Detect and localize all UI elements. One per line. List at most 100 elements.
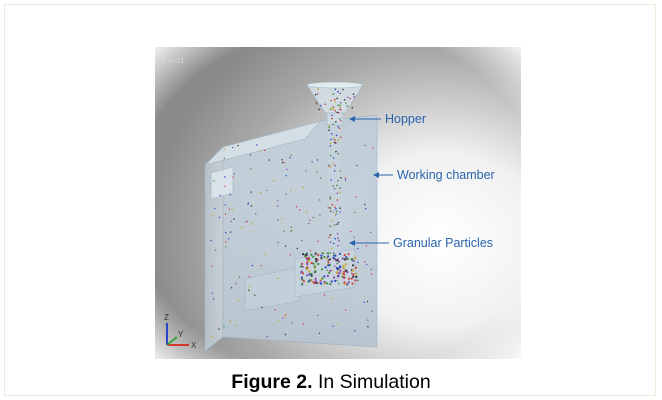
particle (281, 218, 283, 220)
particle (364, 203, 366, 206)
particle (355, 275, 358, 278)
particle (329, 142, 332, 145)
particle (340, 136, 342, 139)
particle (256, 144, 258, 146)
particle (261, 306, 263, 309)
particle (350, 277, 353, 280)
particle (224, 176, 226, 178)
particle (248, 289, 250, 291)
particle (350, 230, 352, 233)
particle (276, 200, 279, 202)
axis-y-label: Y (178, 330, 184, 339)
particle (285, 193, 287, 195)
particle (290, 231, 293, 233)
particle (343, 273, 346, 276)
particle (339, 92, 341, 95)
particle (345, 256, 348, 259)
particle (223, 316, 225, 318)
particle (365, 245, 368, 247)
particle (337, 274, 340, 277)
particle (365, 208, 367, 210)
particle (320, 257, 323, 260)
particle (339, 207, 341, 209)
particle (320, 278, 323, 281)
particle (300, 265, 303, 268)
particle (336, 192, 339, 194)
particle (310, 253, 313, 256)
particle (338, 239, 340, 242)
particle (309, 219, 311, 221)
particle (334, 214, 337, 217)
particle (339, 211, 341, 213)
particle (284, 333, 286, 336)
particle (331, 107, 333, 110)
particle (331, 220, 334, 222)
particle (211, 214, 213, 217)
particle (346, 271, 349, 274)
particle (329, 283, 332, 286)
particle (314, 252, 317, 255)
particle (290, 189, 292, 191)
particle (330, 247, 333, 249)
particle (231, 208, 233, 210)
particle (337, 237, 339, 239)
particle (338, 252, 341, 255)
particle (326, 269, 328, 271)
particle (313, 265, 316, 268)
particle (301, 239, 303, 242)
particle (302, 186, 304, 188)
particle (318, 282, 320, 284)
simulation-image: s e+01 Hopper (155, 47, 521, 359)
particle (335, 271, 338, 274)
particle (230, 220, 232, 223)
particle (282, 317, 284, 319)
particle (334, 279, 337, 282)
particle (283, 230, 285, 232)
particle (371, 310, 373, 312)
particle (337, 139, 340, 141)
particle (233, 173, 235, 175)
particle (364, 261, 366, 263)
particle (370, 273, 373, 275)
particle (370, 268, 373, 271)
particle (344, 269, 347, 272)
particle (246, 220, 248, 223)
axis-z-label: Z (164, 313, 169, 322)
particle (329, 225, 331, 227)
particle (337, 111, 340, 114)
particle (316, 159, 319, 161)
particle (317, 262, 320, 266)
particle (317, 88, 319, 90)
particle (329, 207, 331, 209)
particle (333, 170, 336, 172)
particle (329, 241, 332, 243)
particle (336, 223, 338, 225)
particle (329, 269, 332, 272)
particle (351, 106, 354, 109)
particle (314, 280, 317, 283)
particle (328, 129, 330, 131)
particle (336, 184, 338, 187)
particle (273, 180, 275, 182)
particle (328, 258, 331, 261)
particle (342, 270, 346, 274)
particle (336, 262, 338, 265)
particle (264, 253, 267, 255)
particle (224, 204, 226, 206)
particle (338, 272, 341, 275)
particle (225, 241, 227, 243)
particle (332, 325, 334, 327)
particle (286, 168, 288, 171)
particle (339, 102, 342, 104)
particle (332, 108, 335, 111)
particle (324, 266, 327, 269)
particle (317, 314, 319, 317)
particle (318, 332, 321, 334)
particle (346, 257, 349, 260)
particle (218, 328, 220, 330)
particle (351, 272, 353, 274)
particle (329, 108, 332, 111)
particle (331, 203, 333, 206)
particle (324, 103, 327, 105)
particle (249, 231, 252, 233)
